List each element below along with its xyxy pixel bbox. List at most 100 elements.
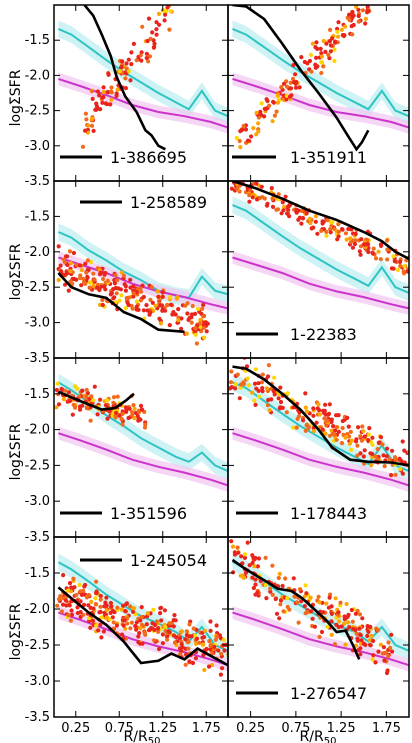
data-point (67, 398, 73, 404)
data-point (117, 298, 122, 303)
data-point (322, 416, 327, 421)
data-point (84, 394, 89, 399)
data-point (236, 550, 241, 555)
data-point (242, 555, 248, 561)
data-point (257, 394, 262, 399)
x-axis-label-left: R/R50 (124, 729, 161, 743)
data-point (327, 402, 332, 407)
data-point (170, 312, 175, 317)
data-point (124, 407, 129, 412)
data-point (385, 257, 390, 262)
data-point (315, 64, 320, 69)
magenta-profile-line (58, 77, 228, 129)
data-point (128, 277, 133, 282)
data-point (201, 314, 206, 319)
data-point (253, 367, 258, 372)
magenta-profile-line (232, 256, 409, 310)
data-point (128, 604, 133, 609)
data-point (59, 609, 64, 614)
data-point (77, 582, 82, 588)
data-point (206, 664, 212, 669)
data-point (98, 397, 103, 402)
panel-plot-area (56, 223, 228, 346)
data-point (380, 442, 385, 447)
x-tick-label: 1.25 (327, 721, 356, 736)
data-point (146, 16, 152, 21)
data-point (133, 612, 138, 617)
data-point (216, 648, 221, 653)
cyan-profile-line (232, 27, 409, 118)
data-point (139, 289, 144, 294)
data-point (239, 382, 244, 387)
data-point (183, 303, 188, 308)
x-axis-label-right: R/R50 (300, 729, 337, 743)
data-point (152, 622, 157, 628)
data-point (88, 605, 93, 611)
data-point (373, 256, 379, 261)
data-point (308, 221, 313, 226)
data-point (131, 609, 136, 614)
data-point (120, 59, 125, 64)
magenta-band (232, 72, 409, 134)
data-point (194, 341, 199, 346)
data-point (77, 263, 82, 268)
data-point (319, 60, 324, 65)
data-point (94, 591, 99, 596)
data-point (61, 573, 66, 578)
data-point (362, 448, 367, 453)
data-point (314, 55, 319, 60)
data-point (332, 58, 337, 64)
data-point (249, 134, 254, 139)
data-point (87, 280, 92, 285)
data-point (134, 620, 139, 625)
y-axis-label-row2: logΣSFR (8, 243, 24, 300)
data-point (325, 418, 330, 423)
data-point (179, 326, 184, 331)
data-point (100, 302, 105, 308)
data-point (323, 402, 328, 407)
data-point (277, 616, 282, 621)
data-point (329, 428, 334, 433)
data-point (191, 626, 196, 631)
data-point (84, 270, 89, 275)
data-point (250, 575, 255, 580)
data-point (370, 657, 375, 662)
data-point (111, 287, 116, 292)
data-point (384, 446, 390, 451)
data-point (196, 306, 201, 312)
data-point (205, 321, 210, 326)
data-point (252, 564, 257, 569)
data-point (85, 258, 90, 263)
x-tick-label: 0.25 (236, 721, 265, 736)
data-point (256, 121, 261, 126)
data-point (271, 388, 276, 394)
data-point (131, 284, 136, 289)
data-point (116, 286, 121, 291)
data-point (88, 418, 93, 423)
data-point (115, 278, 120, 283)
data-point (192, 311, 198, 316)
data-point (112, 610, 117, 615)
legend-label: 1-276547 (290, 684, 367, 703)
data-point (373, 660, 378, 665)
data-point (77, 407, 83, 412)
data-point (237, 172, 241, 176)
data-point (147, 54, 152, 59)
data-point (98, 107, 103, 112)
data-point (137, 631, 142, 636)
data-point (144, 56, 149, 61)
data-point (336, 625, 341, 630)
data-point (357, 612, 363, 617)
data-point (160, 294, 165, 299)
data-point (73, 384, 78, 389)
data-point (174, 296, 179, 301)
data-point (89, 599, 94, 605)
data-point (72, 276, 77, 282)
data-point (202, 320, 207, 326)
data-point (335, 237, 340, 242)
data-point (259, 101, 264, 106)
data-point (55, 603, 60, 608)
data-point (315, 231, 320, 236)
data-point (335, 34, 341, 39)
data-point (278, 385, 283, 390)
